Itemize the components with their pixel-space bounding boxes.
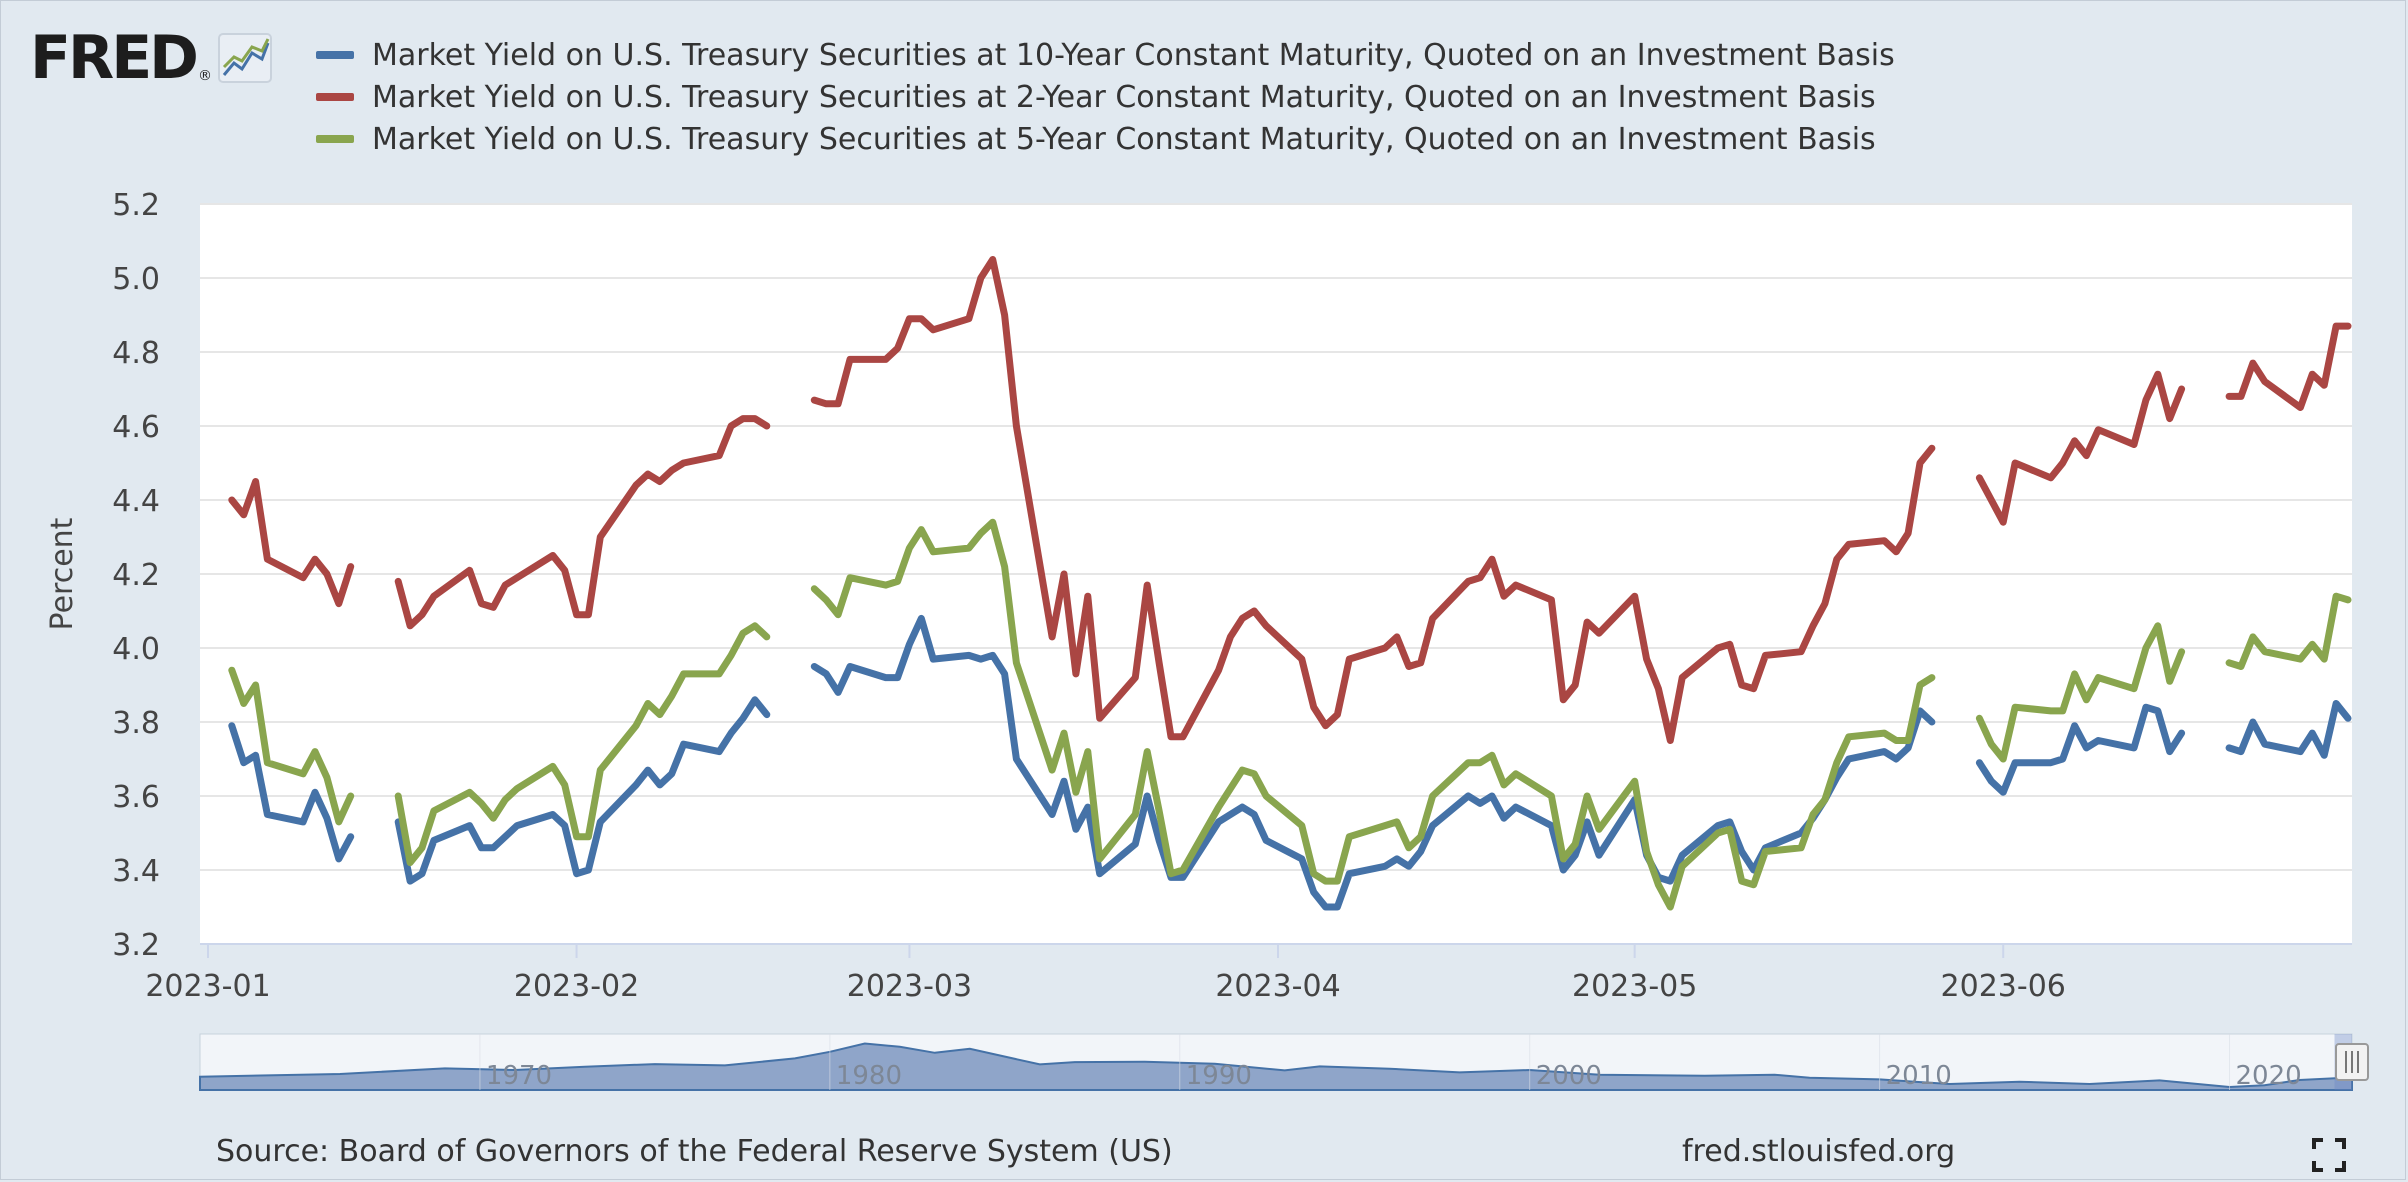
x-axis: 2023-01 2023-02 2023-03 2023-04 2023-05 2023-…	[145, 943, 2352, 1004]
series-lines	[228, 256, 2352, 911]
navigator-label: 1970	[486, 1061, 552, 1091]
legend: Market Yield on U.S. Treasury Securities…	[316, 34, 1895, 160]
site-link[interactable]: fred.stlouisfed.org	[1682, 1134, 1956, 1169]
legend-item-10-year[interactable]: Market Yield on U.S. Treasury Securities…	[316, 34, 1895, 76]
navigator-label: 2010	[1886, 1061, 1952, 1091]
fullscreen-icon[interactable]	[2312, 1138, 2346, 1172]
legend-label-10-year: Market Yield on U.S. Treasury Securities…	[372, 37, 1895, 73]
line-chart-icon	[217, 33, 272, 83]
legend-swatch-5-year	[316, 135, 354, 143]
y-tick-label: 4.2	[112, 558, 160, 593]
navigator-label: 1980	[836, 1061, 902, 1091]
x-tick-label: 2023-04	[1215, 969, 1340, 1004]
logo-text: FRED	[30, 23, 199, 93]
y-tick-label: 4.4	[112, 484, 160, 519]
y-tick-label: 4.0	[112, 632, 160, 667]
navigator[interactable]: 1970 1980 1990 2000 2010 2020	[199, 1033, 2369, 1091]
y-tick-label: 3.8	[112, 706, 160, 741]
legend-item-2-year[interactable]: Market Yield on U.S. Treasury Securities…	[316, 76, 1895, 118]
x-tick-label: 2023-05	[1572, 969, 1697, 1004]
x-tick-label: 2023-06	[1941, 969, 2066, 1004]
legend-label-2-year: Market Yield on U.S. Treasury Securities…	[372, 79, 1876, 115]
y-tick-label: 3.6	[112, 780, 160, 815]
y-tick-label: 4.6	[112, 410, 160, 445]
y-tick-label: 3.4	[112, 854, 160, 889]
navigator-label: 2000	[1536, 1061, 1602, 1091]
x-tick-label: 2023-03	[847, 969, 972, 1004]
y-tick-label: 4.8	[112, 336, 160, 371]
legend-item-5-year[interactable]: Market Yield on U.S. Treasury Securities…	[316, 118, 1895, 160]
navigator-area	[199, 1042, 2353, 1091]
y-tick-label: 5.2	[112, 188, 160, 223]
navigator-label: 2020	[2236, 1061, 2302, 1091]
series-line-0[interactable]	[228, 614, 2352, 911]
y-axis: 3.2 3.4 3.6 3.8 4.0 4.2 4.4 4.6 4.8 5.0 5.2	[112, 188, 160, 963]
y-tick-label: 5.0	[112, 262, 160, 297]
legend-label-5-year: Market Yield on U.S. Treasury Securities…	[372, 121, 1876, 157]
legend-swatch-10-year	[316, 51, 354, 59]
x-tick-label: 2023-02	[514, 969, 639, 1004]
x-tick-label: 2023-01	[145, 969, 270, 1004]
legend-swatch-2-year	[316, 93, 354, 101]
logo-mark: ®	[197, 68, 212, 84]
y-tick-label: 3.2	[112, 928, 160, 963]
series-line-1[interactable]	[228, 256, 2352, 744]
navigator-label: 1990	[1186, 1061, 1252, 1091]
source-note: Source: Board of Governors of the Federa…	[216, 1134, 1173, 1169]
fred-logo[interactable]: FRED ®	[30, 28, 272, 88]
y-axis-label: Percent	[45, 517, 80, 630]
series-line-2[interactable]	[228, 518, 2352, 911]
